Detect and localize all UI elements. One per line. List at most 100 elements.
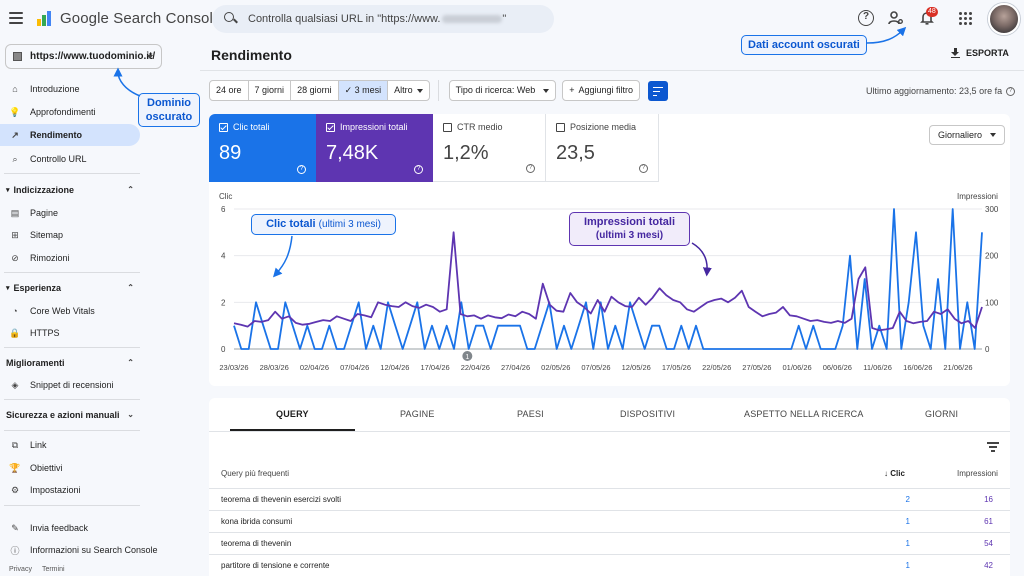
help-icon[interactable]: ? — [858, 10, 874, 26]
checkbox-checked-icon — [219, 122, 228, 132]
table-row[interactable]: kona ibrida consumi 1 61 — [209, 510, 1010, 532]
sidebar-item-rendimento[interactable]: ↗ Rendimento — [0, 124, 140, 146]
section-miglioramenti[interactable]: Miglioramenti ⌃ — [6, 358, 134, 368]
sidebar-item-obiettivi[interactable]: 🏆 Obiettivi — [9, 462, 63, 474]
help-icon[interactable]: ? — [1006, 86, 1016, 96]
sidebar: https://www.tuodominio.it/ ⌂ Introduzione… — [0, 38, 200, 576]
column-header-clicks[interactable]: ↓ Clic — [884, 469, 905, 478]
y-left-axis-label: Clic — [219, 192, 232, 201]
table-row[interactable]: teorema di thevenin 1 54 — [209, 532, 1010, 554]
sidebar-item-approfondimenti[interactable]: 💡 Approfondimenti — [9, 106, 96, 118]
divider — [4, 272, 140, 273]
sidebar-item-invia-feedback[interactable]: ✎ Invia feedback — [11, 522, 89, 534]
date-range-selector: 24 ore 7 giorni 28 giorni ✓ 3 mesi Altro — [209, 80, 430, 101]
chevron-down-icon: ⌄ — [127, 410, 134, 419]
sidebar-item-introduzione[interactable]: ⌂ Introduzione — [0, 78, 140, 100]
x-tick-label: 22/05/26 — [702, 363, 731, 372]
help-icon[interactable]: ? — [526, 164, 535, 173]
granularity-dropdown[interactable]: Giornaliero — [929, 125, 1006, 145]
trending-icon: ↗ — [11, 129, 19, 140]
filter-lines-icon — [653, 86, 664, 88]
x-tick-label: 22/04/26 — [461, 363, 490, 372]
annotation-marker-icon — [462, 351, 473, 361]
info-icon: ⓘ — [10, 545, 20, 556]
range-24h[interactable]: 24 ore — [210, 81, 249, 100]
metric-position[interactable]: Posizione media 23,5 ? — [546, 114, 659, 182]
range-28d[interactable]: 28 giorni — [291, 81, 339, 100]
range-3m[interactable]: ✓ 3 mesi — [338, 81, 389, 100]
annotation-domain: Dominio oscurato — [138, 93, 200, 127]
table-row[interactable]: partitore di tensione e corrente 1 42 — [209, 554, 1010, 576]
sidebar-item-sitemap[interactable]: ⊞ Sitemap — [11, 229, 64, 241]
section-esperienza[interactable]: ▾ Esperienza ⌃ — [6, 283, 134, 293]
terms-link[interactable]: Termini — [41, 566, 65, 573]
divider — [4, 430, 140, 431]
trophy-icon: 🏆 — [9, 462, 21, 473]
sidebar-item-link[interactable]: ⧉ Link — [11, 439, 47, 451]
y-right-tick-label: 200 — [985, 252, 999, 261]
tab-query[interactable]: QUERY — [276, 409, 309, 419]
home-icon: ⌂ — [12, 84, 18, 94]
apps-grid-icon[interactable] — [959, 12, 972, 25]
tab-giorni[interactable]: GIORNI — [925, 409, 959, 419]
sidebar-item-informazioni[interactable]: ⓘ Informazioni su Search Console — [10, 545, 158, 556]
last-update: Ultimo aggiornamento: 23,5 ore fa ? — [866, 86, 1016, 96]
sidebar-item-https[interactable]: 🔒 HTTPS — [9, 327, 60, 339]
section-sicurezza[interactable]: Sicurezza e azioni manuali ⌄ — [6, 410, 134, 420]
help-icon[interactable]: ? — [414, 165, 423, 174]
settings-icon: ⚙ — [10, 484, 20, 495]
feedback-icon: ✎ — [11, 522, 19, 533]
sidebar-item-pagine[interactable]: ▤ Pagine — [10, 207, 59, 219]
url-inspection-search[interactable]: Controlla qualsiasi URL in "https://www.… — [212, 5, 554, 33]
plus-icon: + — [569, 85, 575, 95]
search-icon: ⌕ — [12, 153, 18, 164]
help-icon[interactable]: ? — [639, 164, 648, 173]
column-header-impressions[interactable]: Impressioni — [957, 469, 998, 478]
y-right-tick-label: 100 — [985, 298, 999, 307]
users-settings-icon[interactable] — [888, 10, 904, 26]
compare-filter-button[interactable] — [648, 80, 669, 101]
metric-impressions-value: 7,48K — [326, 142, 379, 164]
column-header-query: Query più frequenti — [221, 469, 290, 478]
top-bar: Google Search Console Controlla qualsias… — [0, 0, 1024, 38]
divider — [209, 431, 1010, 432]
sidebar-item-rimozioni[interactable]: ⊘ Rimozioni — [11, 252, 70, 264]
property-selector[interactable]: https://www.tuodominio.it/ — [5, 44, 162, 69]
search-icon — [224, 12, 238, 26]
annotation-account: Dati account oscurati — [741, 35, 867, 55]
table-row[interactable]: teorema di thevenin esercizi svolti 2 16 — [209, 488, 1010, 510]
sidebar-item-snippet-recensioni[interactable]: ◈ Snippet di recensioni — [11, 379, 114, 391]
filter-rows-icon[interactable] — [987, 442, 999, 452]
notification-count-badge: 48 — [926, 7, 938, 17]
lightbulb-icon: 💡 — [9, 106, 21, 117]
sidebar-item-core-web-vitals[interactable]: ◔ Core Web Vitals — [0, 300, 140, 322]
tab-dispositivi[interactable]: DISPOSITIVI — [620, 409, 676, 419]
range-7d[interactable]: 7 giorni — [249, 81, 292, 100]
sidebar-item-impostazioni[interactable]: ⚙ Impostazioni — [10, 484, 81, 496]
sidebar-item-controllo-url[interactable]: ⌕ Controllo URL — [0, 148, 140, 170]
search-type-dropdown[interactable]: Tipo di ricerca: Web — [448, 80, 557, 101]
performance-chart: 0 2 4 6 0 100 200 300 Clic Impressioni 23/03/26 28/… — [219, 192, 999, 372]
y-left-tick-label: 4 — [221, 252, 226, 261]
collapse-arrow-icon: ▾ — [6, 285, 10, 292]
add-filter-button[interactable]: + Aggiungi filtro — [562, 80, 641, 101]
account-avatar[interactable] — [988, 3, 1020, 35]
tab-paesi[interactable]: PAESI — [517, 409, 544, 419]
privacy-link[interactable]: Privacy — [9, 566, 32, 573]
sort-down-icon: ↓ — [884, 469, 891, 478]
export-button[interactable]: ESPORTA — [951, 48, 1009, 58]
tab-pagine[interactable]: PAGINE — [400, 409, 435, 419]
page-title: Rendimento — [211, 47, 292, 63]
range-other[interactable]: Altro — [388, 81, 429, 100]
metric-clicks[interactable]: Clic totali 89 ? — [209, 114, 316, 182]
x-tick-label: 21/06/26 — [943, 363, 972, 372]
help-icon[interactable]: ? — [297, 165, 306, 174]
section-indicizzazione[interactable]: ▾ Indicizzazione ⌃ — [6, 185, 134, 195]
y-left-tick-label: 2 — [221, 298, 226, 307]
metric-ctr[interactable]: CTR medio 1,2% ? — [433, 114, 546, 182]
filter-bar: 24 ore 7 giorni 28 giorni ✓ 3 mesi Altro… — [209, 80, 669, 101]
x-tick-label: 02/05/26 — [541, 363, 570, 372]
metric-impressions[interactable]: Impressioni totali 7,48K ? — [316, 114, 433, 182]
tab-aspetto[interactable]: ASPETTO NELLA RICERCA — [744, 409, 864, 419]
hamburger-menu-icon[interactable] — [9, 12, 23, 24]
